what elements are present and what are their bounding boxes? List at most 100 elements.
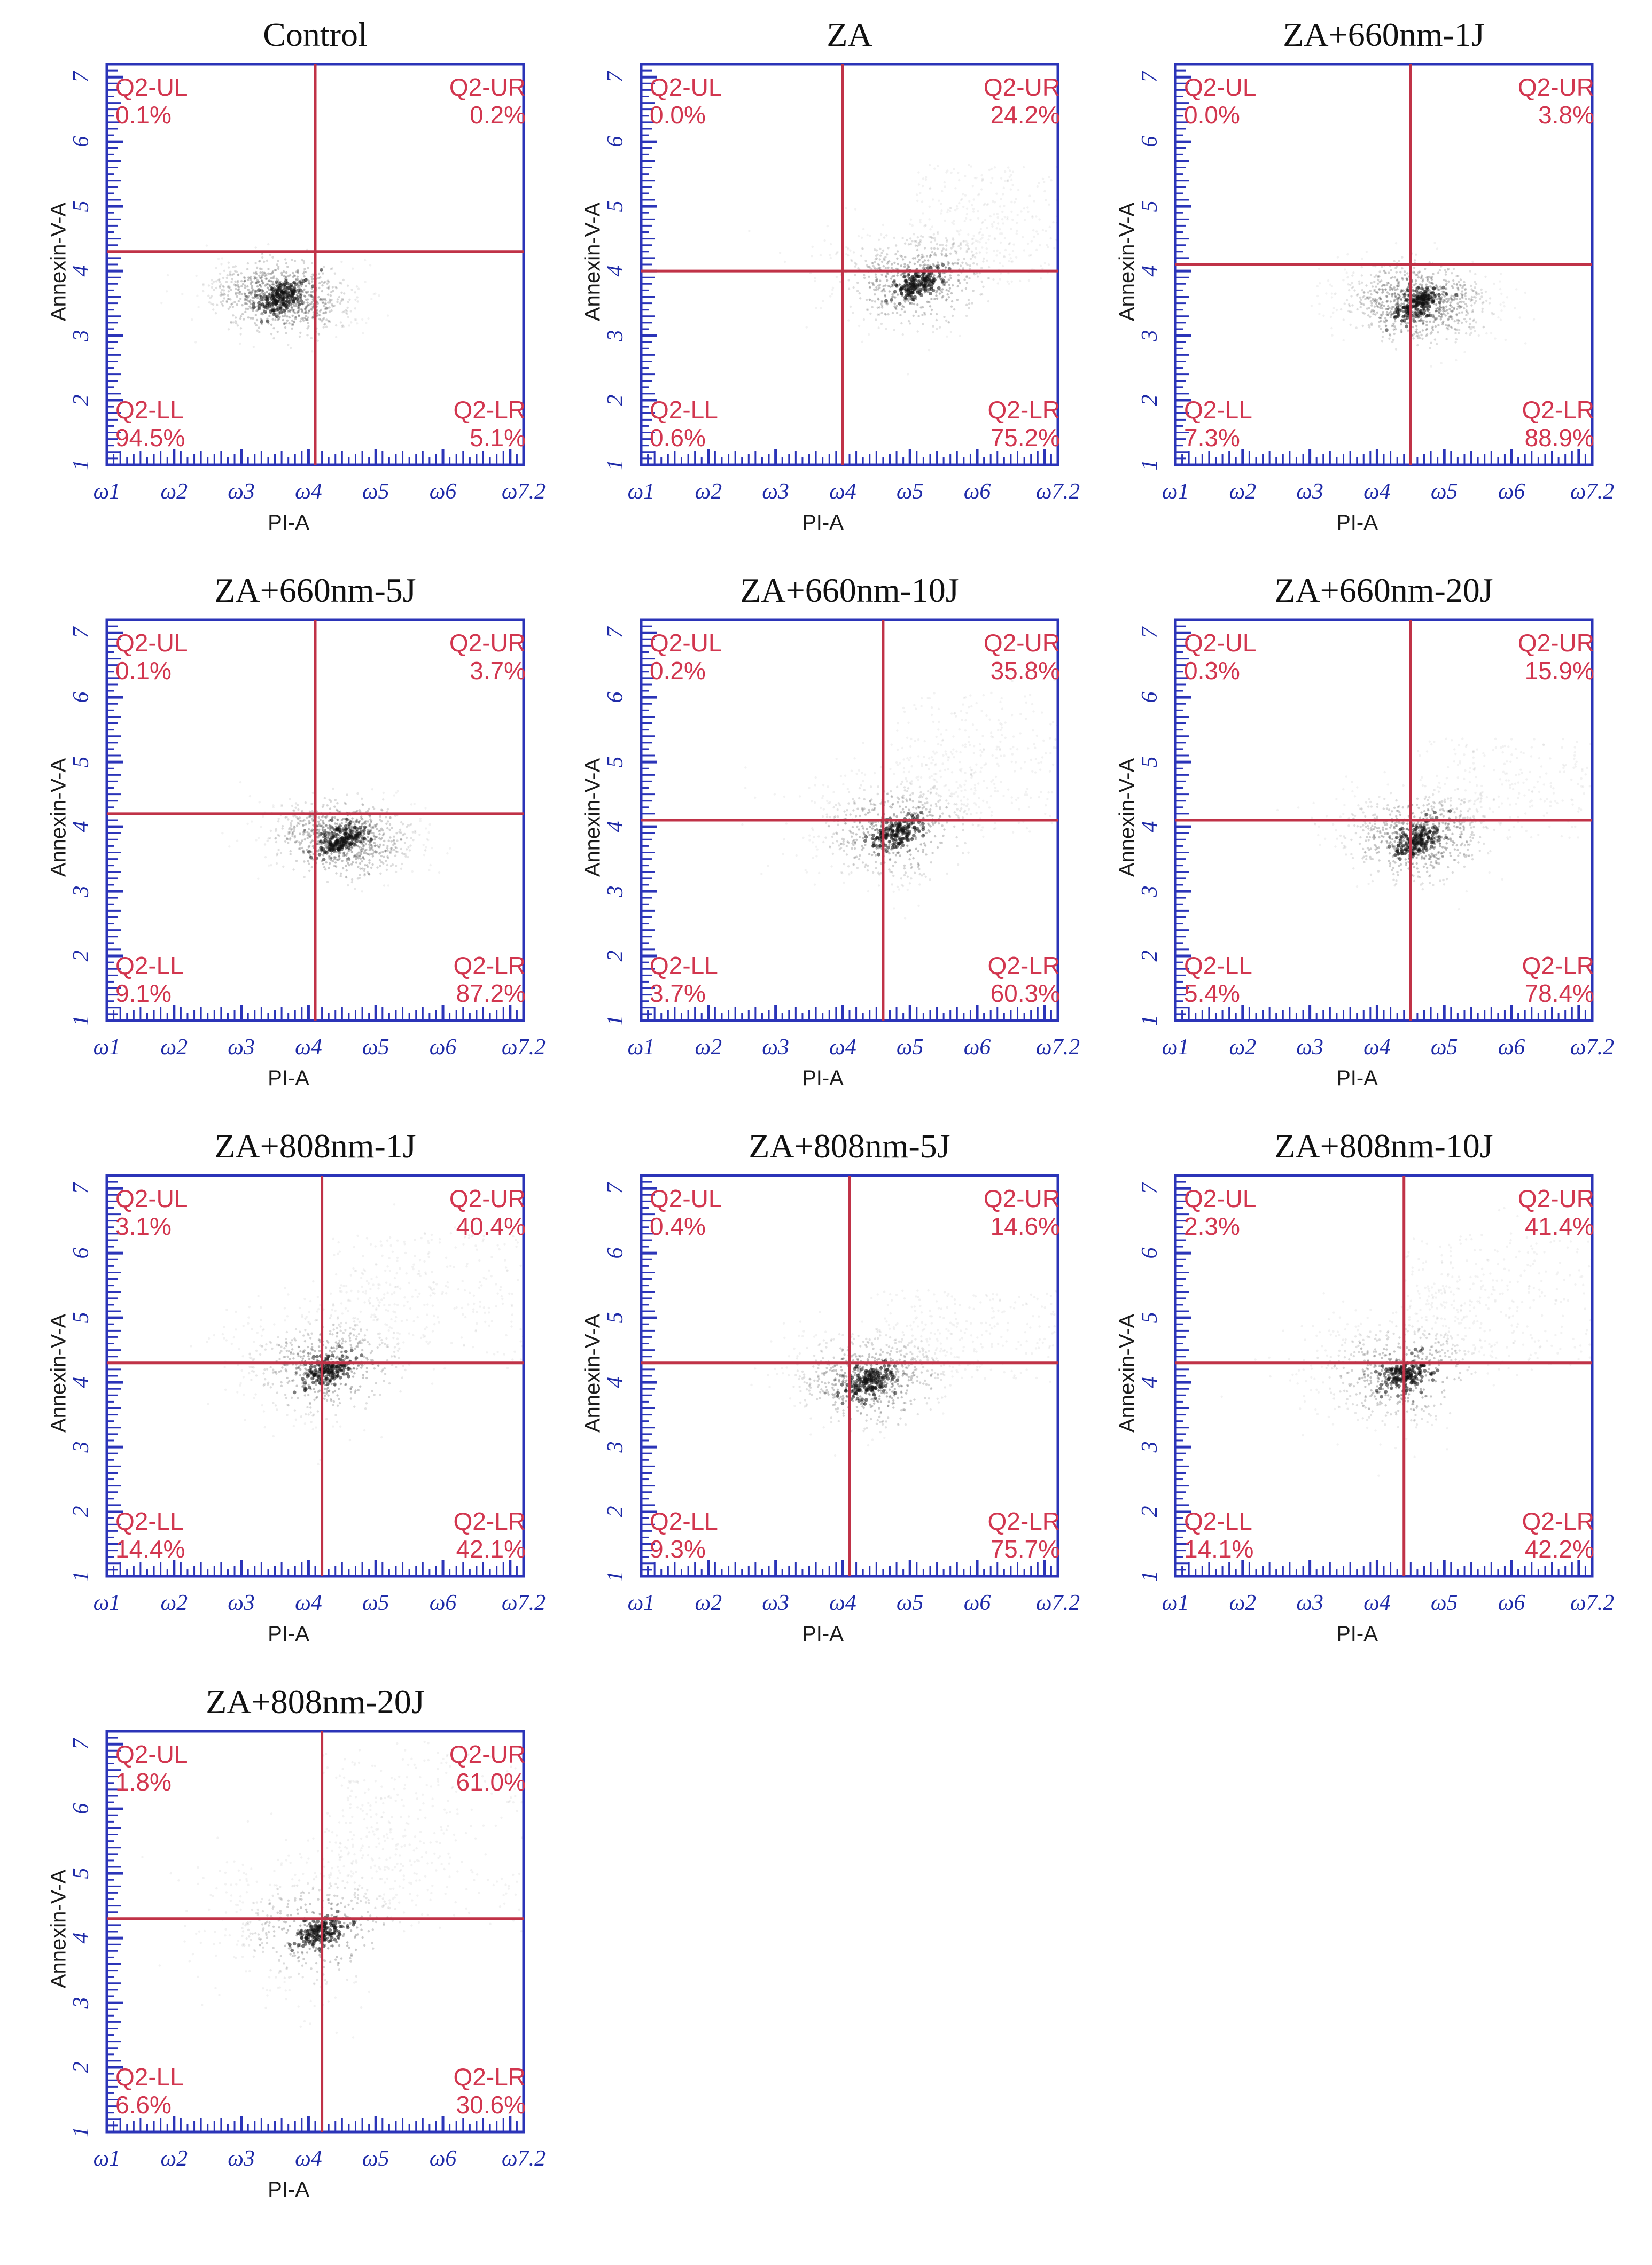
event-point: [846, 247, 849, 250]
event-point: [1399, 291, 1402, 293]
event-point: [230, 303, 233, 306]
event-point: [236, 281, 239, 284]
event-point: [1380, 314, 1383, 317]
event-point: [1363, 312, 1366, 315]
event-point: [871, 262, 874, 264]
event-point: [1362, 295, 1366, 298]
event-point: [396, 790, 400, 792]
event-point: [291, 307, 293, 310]
event-point: [233, 283, 236, 286]
event-point: [236, 292, 239, 294]
event-point: [341, 859, 344, 862]
event-point: [1435, 318, 1437, 321]
event-point: [308, 869, 311, 873]
event-point: [1468, 325, 1471, 329]
event-point: [328, 867, 330, 869]
event-point: [862, 228, 865, 230]
event-point: [886, 262, 889, 265]
event-point: [955, 205, 959, 208]
event-point: [970, 250, 973, 253]
event-point: [936, 243, 938, 246]
event-point: [996, 213, 999, 215]
event-point: [959, 243, 962, 245]
event-point: [847, 248, 850, 251]
event-point: [932, 263, 934, 266]
event-point: [968, 277, 971, 279]
event-point: [428, 869, 431, 871]
event-point: [828, 254, 831, 256]
event-point: [160, 302, 163, 305]
event-point: [237, 273, 240, 276]
event-point: [223, 297, 225, 300]
event-point: [946, 169, 949, 172]
event-point: [883, 257, 885, 260]
event-point: [947, 321, 950, 324]
event-point: [1414, 259, 1416, 262]
event-point: [930, 308, 933, 312]
event-point: [217, 279, 220, 282]
event-point: [887, 266, 890, 269]
event-point: [396, 851, 399, 853]
event-point: [236, 289, 239, 291]
event-point: [309, 841, 312, 844]
event-point: [291, 259, 293, 261]
event-point: [310, 307, 313, 310]
event-point: [252, 300, 254, 302]
event-point: [1456, 305, 1460, 308]
event-point: [922, 212, 924, 215]
event-point: [305, 307, 307, 309]
event-point: [921, 306, 924, 309]
event-point: [1388, 337, 1391, 340]
event-point: [1380, 297, 1382, 300]
event-point: [950, 171, 953, 174]
event-point: [909, 322, 911, 325]
event-point: [244, 286, 247, 289]
event-point: [248, 292, 251, 294]
event-point: [259, 317, 262, 321]
event-point: [949, 274, 952, 277]
event-point: [341, 324, 344, 327]
event-point: [342, 851, 346, 854]
event-point: [1401, 310, 1405, 313]
event-point: [906, 238, 908, 242]
event-point: [858, 324, 861, 328]
event-point: [1380, 316, 1382, 320]
event-point: [994, 790, 996, 793]
event-point: [1438, 306, 1441, 309]
event-point: [829, 256, 832, 259]
event-point: [400, 867, 403, 870]
event-point: [258, 274, 261, 277]
event-point: [363, 820, 367, 823]
event-point: [969, 264, 971, 267]
event-point: [877, 288, 879, 291]
event-point: [311, 791, 314, 795]
y-tick-label: 5: [603, 200, 628, 212]
event-point: [860, 236, 863, 239]
event-point: [965, 217, 968, 220]
event-point: [357, 851, 360, 854]
event-point: [1457, 275, 1460, 277]
event-point: [902, 706, 905, 710]
event-point: [932, 331, 934, 334]
event-point: [329, 300, 332, 302]
event-point: [945, 171, 948, 174]
event-point: [937, 165, 939, 168]
event-point: [380, 820, 383, 823]
event-point: [360, 851, 363, 853]
event-point: [254, 282, 258, 284]
event-point: [866, 266, 869, 268]
event-point: [329, 826, 332, 829]
event-point: [263, 260, 266, 263]
event-point: [926, 801, 929, 804]
event-point: [916, 255, 919, 258]
event-point: [1022, 166, 1025, 169]
event-point: [969, 218, 972, 221]
event-point: [1394, 320, 1397, 323]
event-point: [880, 252, 883, 254]
event-point: [987, 266, 991, 269]
event-point: [390, 849, 393, 852]
event-point: [896, 729, 899, 732]
event-point: [280, 271, 283, 274]
event-point: [357, 820, 360, 823]
event-point: [274, 269, 276, 272]
